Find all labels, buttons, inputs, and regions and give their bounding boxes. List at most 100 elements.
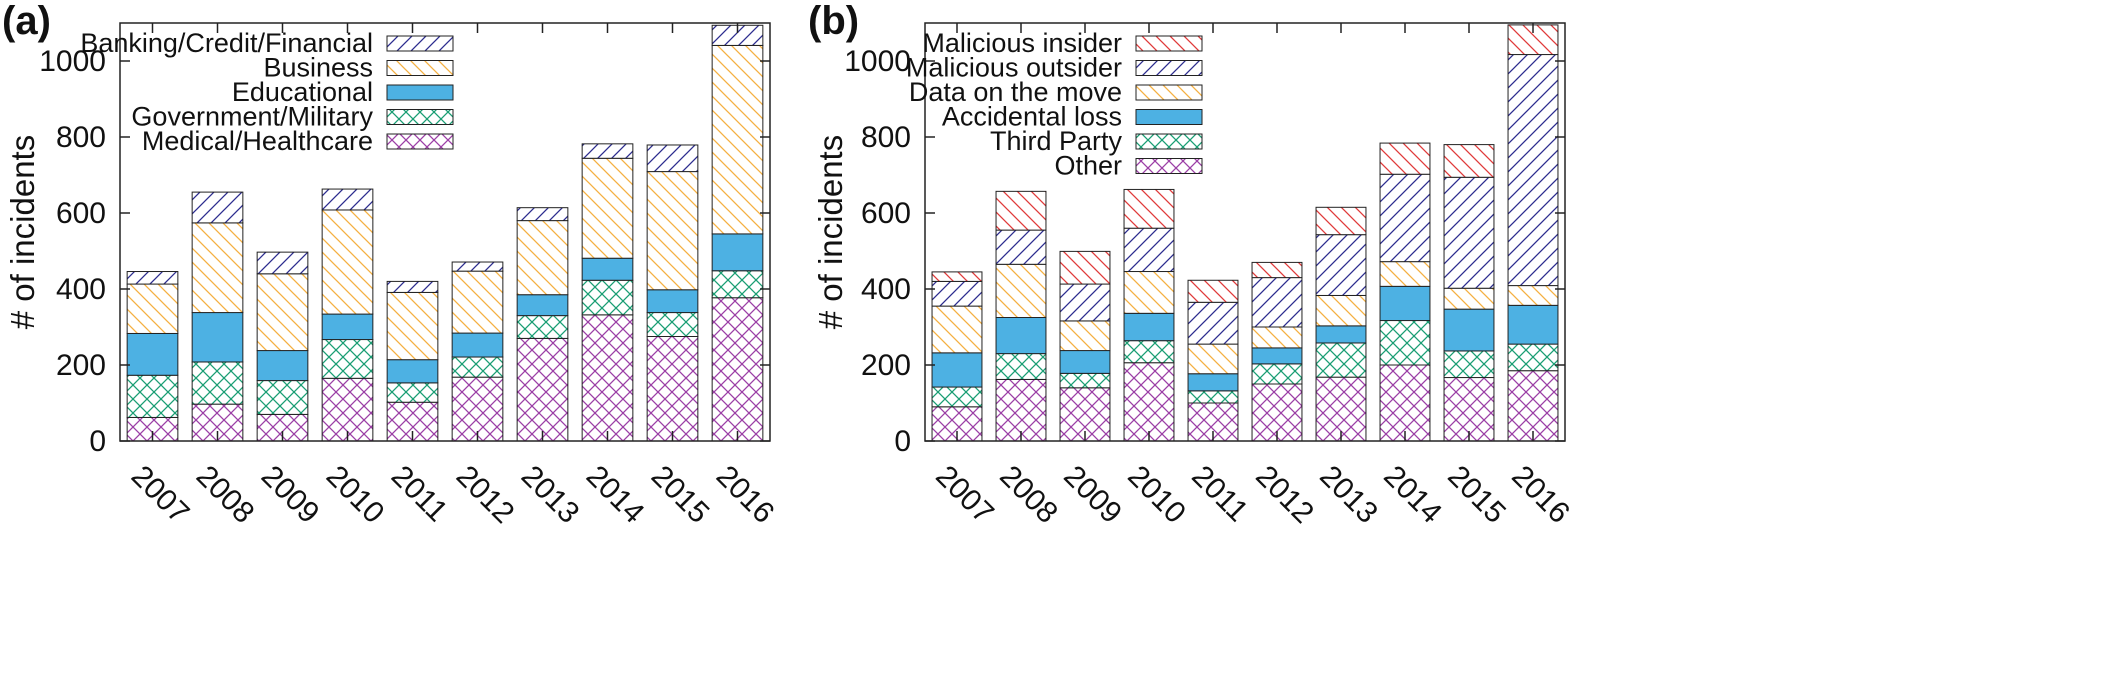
bar-malicious-insider-2009 xyxy=(1059,250,1111,285)
y-tick-label: 0 xyxy=(89,425,106,458)
bar-malicious-outsider-2015 xyxy=(1443,176,1495,289)
bar-medical-healthcare-2013 xyxy=(516,337,569,442)
bar-accidental-loss-2007 xyxy=(931,352,983,388)
legend-label: Educational xyxy=(232,77,373,107)
bar-third-party-2009 xyxy=(1059,372,1111,389)
x-tick-label: 2013 xyxy=(515,459,586,530)
legend-item-government-military: Government/Military xyxy=(131,102,454,132)
bar-business-2016 xyxy=(711,44,764,235)
bar-third-party-2014 xyxy=(1379,320,1431,366)
bar-accidental-loss-2015 xyxy=(1443,308,1495,352)
y-tick-label: 200 xyxy=(861,349,911,382)
legend-label: Other xyxy=(1054,151,1122,181)
bar-other-2016 xyxy=(1507,370,1559,442)
bar-medical-healthcare-2012 xyxy=(451,376,504,442)
bar-data-on-the-move-2008 xyxy=(995,263,1047,318)
bar-government-military-2010 xyxy=(321,339,374,379)
bar-government-military-2012 xyxy=(451,356,504,378)
bar-third-party-2016 xyxy=(1507,343,1559,372)
x-tick-label: 2015 xyxy=(1441,459,1512,530)
bar-accidental-loss-2009 xyxy=(1059,350,1111,374)
legend-swatch-business xyxy=(386,60,454,76)
legend-item-third-party: Third Party xyxy=(990,126,1203,156)
x-tick-label: 2008 xyxy=(190,459,261,530)
bar-third-party-2013 xyxy=(1315,342,1367,378)
bar-data-on-the-move-2015 xyxy=(1443,287,1495,310)
x-tick-label: 2011 xyxy=(1185,459,1254,528)
bar-accidental-loss-2012 xyxy=(1251,347,1303,365)
x-tick-label: 2007 xyxy=(929,459,1000,530)
bar-accidental-loss-2016 xyxy=(1507,304,1559,345)
bar-government-military-2015 xyxy=(646,312,699,337)
y-tick-label: 1000 xyxy=(39,45,106,78)
bar-malicious-outsider-2008 xyxy=(995,229,1047,265)
y-tick-label: 0 xyxy=(894,425,911,458)
bar-data-on-the-move-2012 xyxy=(1251,326,1303,349)
bar-malicious-insider-2008 xyxy=(995,190,1047,231)
legend-item-banking-credit-financial: Banking/Credit/Financial xyxy=(80,28,454,58)
bar-business-2009 xyxy=(256,273,309,352)
legend-label: Data on the move xyxy=(909,77,1122,107)
legend-label: Business xyxy=(263,53,373,83)
bar-malicious-insider-2015 xyxy=(1443,144,1495,178)
bar-accidental-loss-2008 xyxy=(995,317,1047,355)
x-tick-label: 2008 xyxy=(993,459,1064,530)
bar-malicious-insider-2007 xyxy=(931,271,983,282)
bar-data-on-the-move-2011 xyxy=(1187,343,1239,375)
bar-third-party-2012 xyxy=(1251,363,1303,385)
bar-data-on-the-move-2007 xyxy=(931,305,983,354)
bar-banking-credit-financial-2007 xyxy=(126,271,179,285)
legend-item-educational: Educational xyxy=(232,77,454,107)
bar-business-2013 xyxy=(516,220,569,296)
bar-accidental-loss-2013 xyxy=(1315,325,1367,344)
bar-data-on-the-move-2014 xyxy=(1379,261,1431,287)
x-tick-label: 2011 xyxy=(385,459,454,528)
bar-banking-credit-financial-2015 xyxy=(646,144,699,173)
legend-label: Malicious insider xyxy=(922,28,1122,58)
legend-label: Third Party xyxy=(990,126,1123,156)
bar-banking-credit-financial-2009 xyxy=(256,251,309,275)
bar-educational-2012 xyxy=(451,332,504,358)
bar-accidental-loss-2010 xyxy=(1123,312,1175,342)
y-tick-label: 800 xyxy=(56,121,106,154)
chart-panel-b: (b) 0 200 400 600 800 1000 20072008200920102011… xyxy=(808,0,1576,530)
bar-educational-2009 xyxy=(256,350,309,382)
x-tick-label: 2013 xyxy=(1313,459,1384,530)
legend: Banking/Credit/FinancialBusinessEducatio… xyxy=(80,28,454,156)
y-tick-label: 200 xyxy=(56,349,106,382)
bars xyxy=(126,24,764,442)
bar-third-party-2011 xyxy=(1187,390,1239,404)
bar-educational-2014 xyxy=(581,257,634,281)
legend-label: Malicious outsider xyxy=(906,53,1122,83)
bar-medical-healthcare-2016 xyxy=(711,297,764,442)
y-tick-label: 1000 xyxy=(844,45,911,78)
bar-malicious-outsider-2012 xyxy=(1251,277,1303,328)
bar-malicious-outsider-2014 xyxy=(1379,173,1431,263)
panel-label: (a) xyxy=(2,0,51,43)
bar-educational-2015 xyxy=(646,289,699,314)
bar-educational-2011 xyxy=(386,359,439,384)
legend-swatch-third-party xyxy=(1135,133,1203,150)
bar-medical-healthcare-2015 xyxy=(646,336,699,442)
bar-malicious-outsider-2011 xyxy=(1187,301,1239,345)
bar-business-2014 xyxy=(581,157,634,259)
bar-medical-healthcare-2014 xyxy=(581,314,634,442)
bar-other-2008 xyxy=(995,378,1047,442)
bar-data-on-the-move-2009 xyxy=(1059,320,1111,352)
bar-data-on-the-move-2016 xyxy=(1507,285,1559,306)
x-tick-label: 2016 xyxy=(1505,459,1576,530)
bar-malicious-insider-2011 xyxy=(1187,279,1239,303)
legend-swatch-medical-healthcare xyxy=(386,133,454,150)
x-tick-label: 2012 xyxy=(1249,459,1320,530)
legend-label: Accidental loss xyxy=(942,102,1122,132)
bar-malicious-insider-2013 xyxy=(1315,206,1367,236)
bar-third-party-2007 xyxy=(931,386,983,408)
legend-label: Banking/Credit/Financial xyxy=(80,28,373,58)
bar-other-2015 xyxy=(1443,377,1495,442)
x-tick-label: 2007 xyxy=(125,459,196,530)
bar-banking-credit-financial-2014 xyxy=(581,143,634,159)
bar-government-military-2007 xyxy=(126,374,179,418)
bar-other-2014 xyxy=(1379,364,1431,442)
bar-malicious-insider-2010 xyxy=(1123,188,1175,229)
